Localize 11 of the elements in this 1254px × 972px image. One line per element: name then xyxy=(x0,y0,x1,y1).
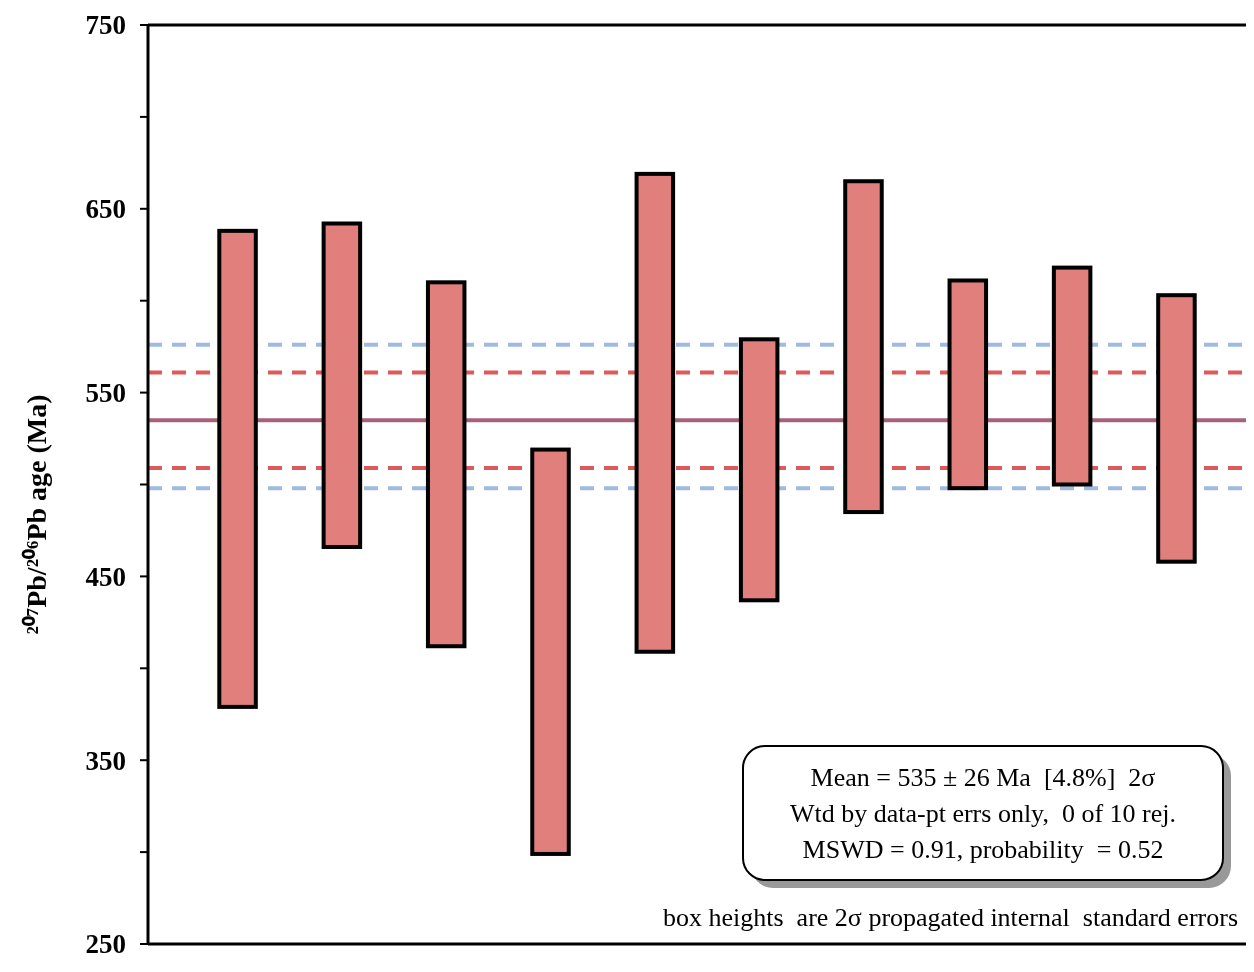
annotation: box heights are 2σ propagated internal standard errors xyxy=(663,903,1238,932)
annotation: MSWD = 0.91, probability = 0.52 xyxy=(802,835,1164,864)
y-tick-label: 750 xyxy=(85,10,126,41)
annotation: Wtd by data-pt errs only, 0 of 10 rej. xyxy=(789,799,1177,828)
y-tick-label: 650 xyxy=(85,194,126,225)
y-tick-label: 550 xyxy=(85,378,126,409)
y-tick-label: 250 xyxy=(85,929,126,960)
y-tick-label: 350 xyxy=(85,745,126,776)
y-tick-label: 450 xyxy=(85,561,126,592)
y-axis-title: ²⁰⁷Pb/²⁰⁶Pb age (Ma) xyxy=(21,394,52,635)
annotation: Mean = 535 ± 26 Ma [4.8%] 2σ xyxy=(810,763,1156,792)
